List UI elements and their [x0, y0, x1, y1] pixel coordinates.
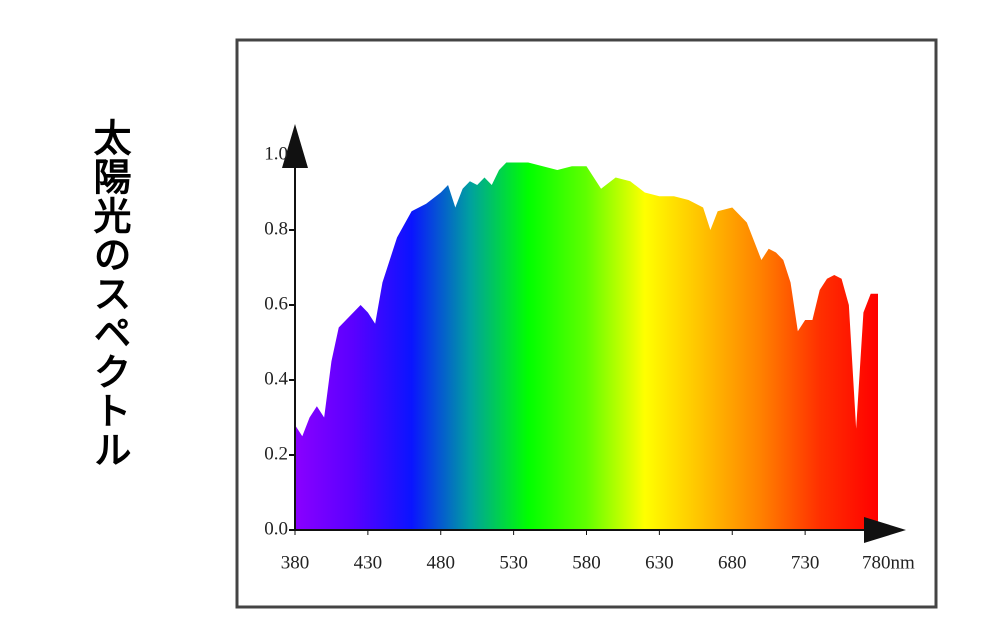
x-tick-label: 480 [427, 552, 456, 573]
x-arrow [864, 517, 906, 543]
y-tick-label: 1.0 [264, 143, 288, 164]
x-tick-label: 730 [791, 552, 820, 573]
x-tick-label: 630 [645, 552, 674, 573]
y-arrow [282, 124, 308, 168]
x-tick-label: 780nm [862, 552, 915, 573]
x-tick-label: 580 [572, 552, 601, 573]
x-tick-label: 380 [281, 552, 310, 573]
y-tick-label: 0.2 [264, 443, 288, 464]
frame [235, 38, 938, 609]
y-tick-label: 0.4 [264, 368, 288, 389]
y-tick-label: 0.6 [264, 293, 288, 314]
chart-title: 太陽光のスペクトル [87, 118, 131, 469]
x-tick-label: 430 [354, 552, 383, 573]
spectrum-area [295, 162, 878, 530]
x-tick-label: 530 [499, 552, 528, 573]
x-tick-label: 680 [718, 552, 747, 573]
y-tick-label: 0.8 [264, 218, 288, 239]
y-tick-label: 0.0 [264, 518, 288, 539]
